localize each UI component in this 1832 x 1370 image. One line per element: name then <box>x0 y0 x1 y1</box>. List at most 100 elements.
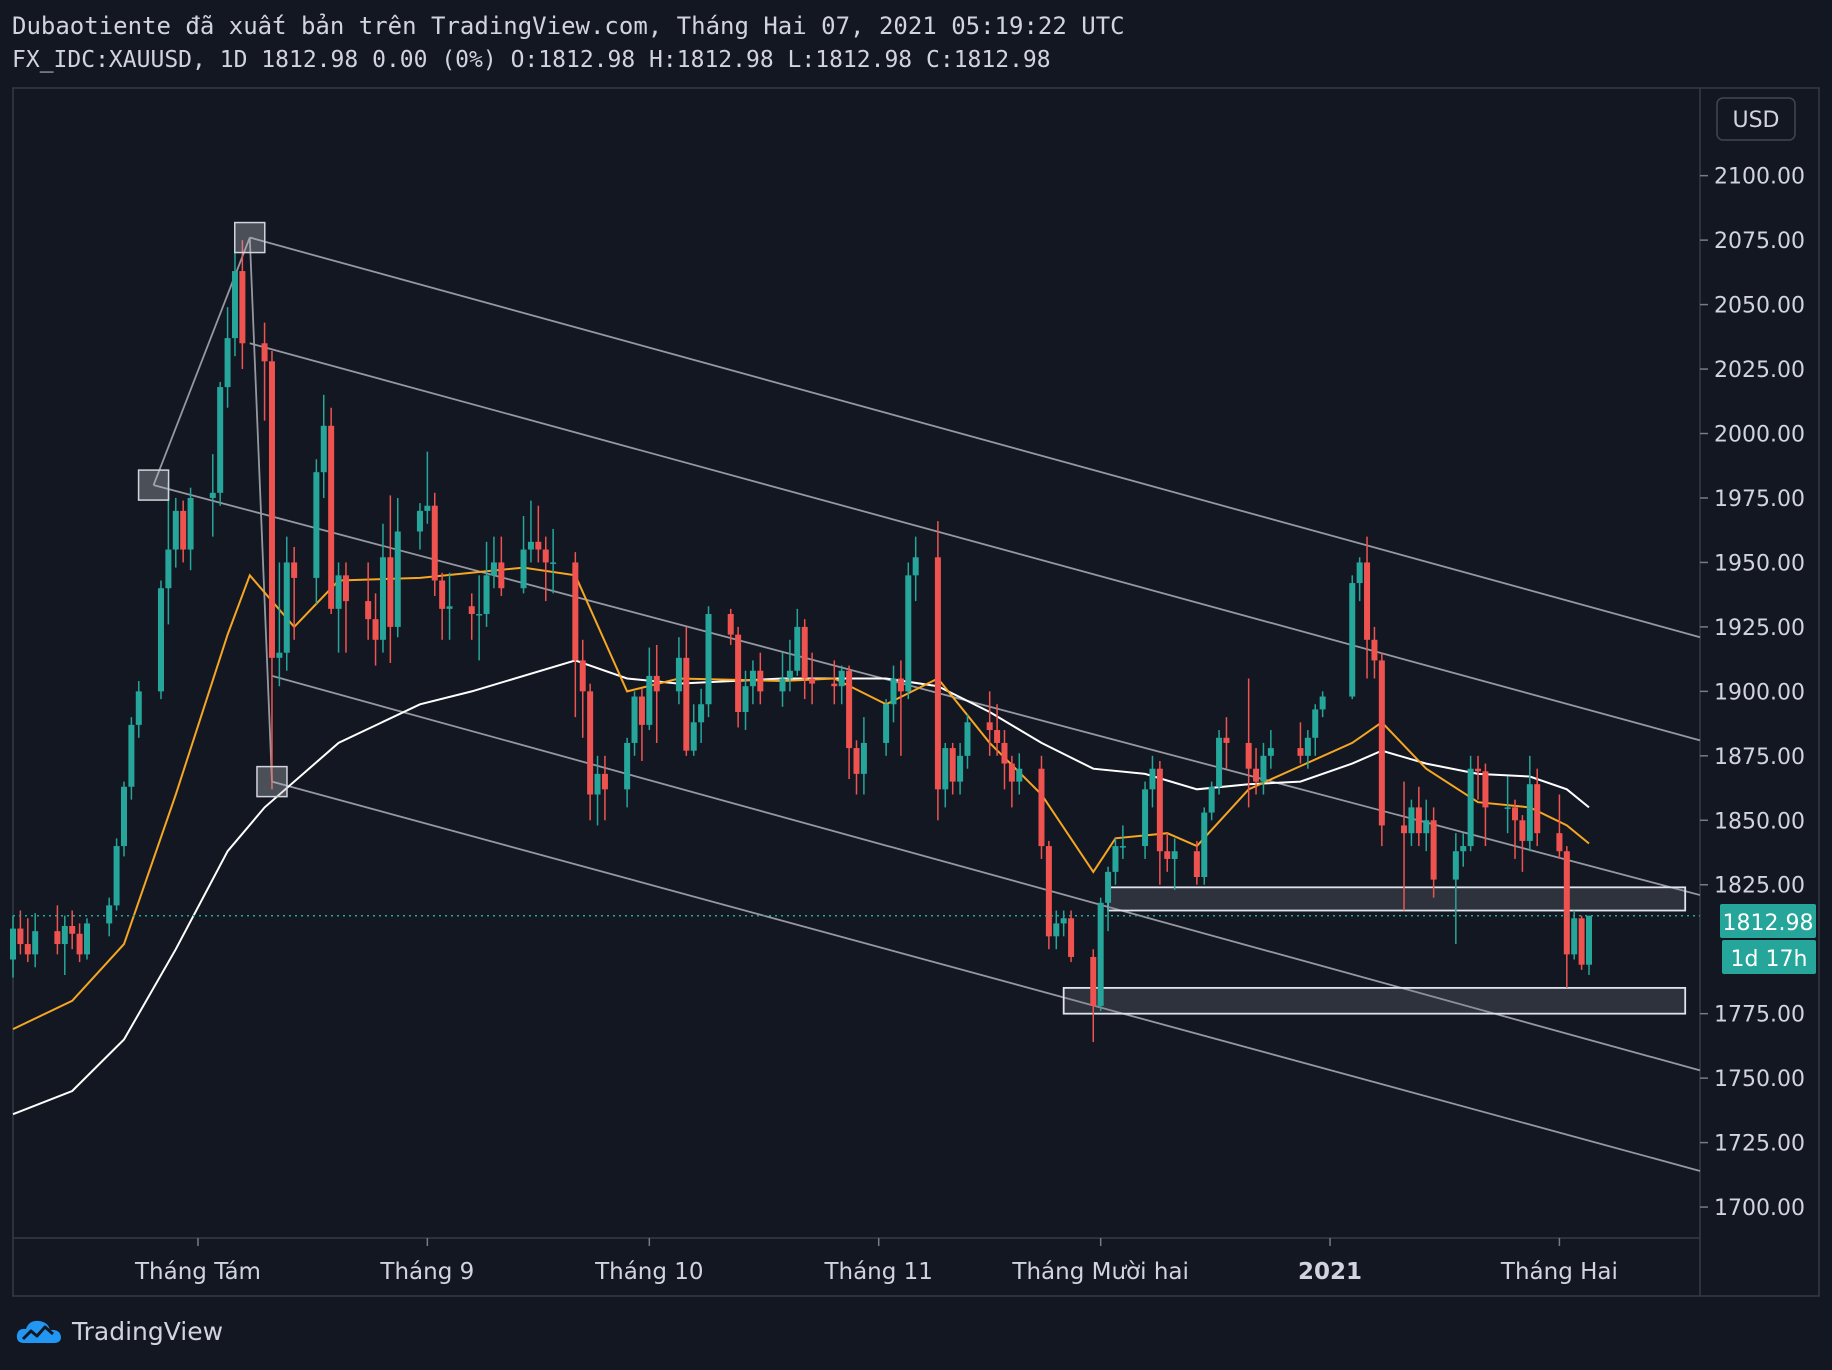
candle[interactable] <box>483 541 490 627</box>
candle[interactable] <box>705 606 712 718</box>
candle[interactable] <box>1112 838 1119 885</box>
candle[interactable] <box>1408 799 1415 847</box>
candle[interactable] <box>1586 915 1593 975</box>
anchor-box[interactable] <box>256 765 288 798</box>
candle[interactable] <box>76 923 83 963</box>
candle[interactable] <box>120 781 127 857</box>
candle[interactable] <box>1423 799 1430 852</box>
candle[interactable] <box>490 536 497 589</box>
candle[interactable] <box>165 482 172 625</box>
time-axis[interactable]: Tháng Tám Tháng 9 Tháng 10 Tháng 11 Tháng Mư… <box>134 1238 1618 1285</box>
candle[interactable] <box>1415 786 1422 847</box>
candle[interactable] <box>1142 781 1149 859</box>
candle[interactable] <box>1452 833 1459 945</box>
candle[interactable] <box>1008 755 1015 808</box>
candle[interactable] <box>476 575 483 661</box>
candle[interactable] <box>180 500 187 563</box>
candle[interactable] <box>853 740 860 795</box>
candle[interactable] <box>520 516 527 594</box>
anchor-boxes[interactable] <box>137 221 288 798</box>
support-zone[interactable] <box>1062 986 1687 1015</box>
candle[interactable] <box>10 915 16 978</box>
candle[interactable] <box>1060 910 1067 937</box>
candle[interactable] <box>779 652 786 707</box>
candle[interactable] <box>846 665 853 780</box>
candle[interactable] <box>638 688 645 761</box>
candle[interactable] <box>416 503 423 550</box>
candle[interactable] <box>1253 748 1260 795</box>
candle[interactable] <box>527 500 534 563</box>
support-zones[interactable] <box>1062 886 1687 1015</box>
channel-line[interactable] <box>249 342 1701 742</box>
tradingview-logo[interactable]: TradingView <box>14 1316 223 1346</box>
candle[interactable] <box>587 683 594 821</box>
candle[interactable] <box>690 704 697 756</box>
candle[interactable] <box>1119 825 1126 859</box>
candle[interactable] <box>1260 742 1267 795</box>
candle[interactable] <box>1512 799 1519 859</box>
candle[interactable] <box>1216 730 1223 795</box>
candle[interactable] <box>942 742 949 808</box>
candle[interactable] <box>1475 755 1482 800</box>
candle[interactable] <box>994 704 1001 756</box>
candle[interactable] <box>1482 763 1489 847</box>
candle[interactable] <box>594 755 601 826</box>
candle[interactable] <box>276 562 283 687</box>
candle[interactable] <box>1519 815 1526 872</box>
candle[interactable] <box>24 918 31 963</box>
candle[interactable] <box>261 322 268 421</box>
candle[interactable] <box>1534 768 1541 847</box>
candle[interactable] <box>239 240 246 370</box>
support-zone[interactable] <box>1107 886 1687 912</box>
candle[interactable] <box>912 536 919 602</box>
candle[interactable] <box>498 536 505 596</box>
symbol-name[interactable]: FX_IDC:XAUUSD, <box>12 47 206 73</box>
channel-line[interactable] <box>271 780 1701 1172</box>
candle[interactable] <box>379 523 386 653</box>
candle[interactable] <box>372 593 379 666</box>
candle[interactable] <box>209 454 216 537</box>
candle[interactable] <box>735 626 742 728</box>
candle[interactable] <box>187 487 194 571</box>
candle[interactable] <box>61 915 68 975</box>
candle[interactable] <box>1090 949 1097 1043</box>
candle[interactable] <box>313 459 320 604</box>
candle[interactable] <box>809 652 816 705</box>
candle[interactable] <box>683 626 690 756</box>
candle[interactable] <box>1045 840 1052 950</box>
candle[interactable] <box>542 536 549 602</box>
candle[interactable] <box>1319 691 1326 718</box>
candle[interactable] <box>698 688 705 743</box>
candle[interactable] <box>601 755 608 821</box>
candle[interactable] <box>801 619 808 700</box>
candle[interactable] <box>335 562 342 653</box>
candle[interactable] <box>1526 755 1533 852</box>
candle[interactable] <box>757 652 764 705</box>
candle[interactable] <box>224 307 231 408</box>
anchor-box[interactable] <box>234 221 266 254</box>
candle[interactable] <box>1378 652 1385 847</box>
candle[interactable] <box>157 580 164 700</box>
candle[interactable] <box>949 742 956 795</box>
candle[interactable] <box>786 639 793 692</box>
candle[interactable] <box>727 608 734 645</box>
candle[interactable] <box>1105 866 1112 932</box>
channel-line[interactable] <box>153 484 1701 896</box>
candle[interactable] <box>1356 557 1363 602</box>
candle[interactable] <box>1349 575 1356 700</box>
candle[interactable] <box>1223 717 1230 769</box>
candle[interactable] <box>172 497 179 568</box>
candle[interactable] <box>653 644 660 743</box>
candle[interactable] <box>1563 846 1570 988</box>
candle[interactable] <box>1297 722 1304 764</box>
candle[interactable] <box>1053 910 1060 950</box>
candle[interactable] <box>957 742 964 795</box>
candle[interactable] <box>1467 755 1474 852</box>
candle[interactable] <box>113 838 120 911</box>
candle[interactable] <box>1149 755 1156 808</box>
candle[interactable] <box>986 691 993 756</box>
candle[interactable] <box>1171 838 1178 890</box>
candle[interactable] <box>1267 730 1274 769</box>
candle[interactable] <box>83 918 90 960</box>
candle[interactable] <box>550 528 557 594</box>
